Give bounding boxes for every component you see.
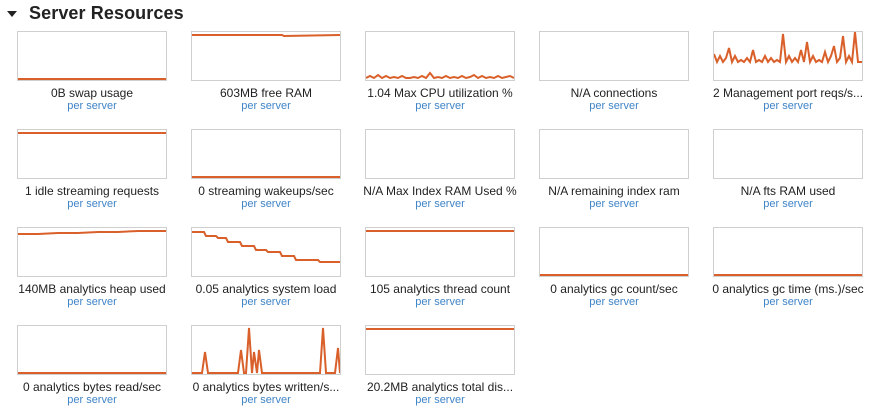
sparkline-analytics-bytes-read[interactable]: [17, 325, 167, 375]
sparkline-fts-ram[interactable]: [713, 129, 863, 179]
sparkline-free-ram[interactable]: [191, 31, 341, 81]
sparkline-management-port[interactable]: [713, 31, 863, 81]
per-server-link[interactable]: per server: [241, 296, 291, 308]
sparkline-graph: [540, 274, 688, 276]
stat-label: 0 analytics gc time (ms.)/sec: [712, 282, 864, 296]
per-server-link[interactable]: per server: [763, 100, 813, 112]
stat-label: N/A remaining index ram: [548, 184, 680, 198]
stat-label: 0 analytics bytes read/sec: [22, 380, 162, 394]
sparkline-analytics-heap[interactable]: [17, 227, 167, 277]
stat-analytics-bytes-read: 0 analytics bytes read/sec per server: [17, 325, 167, 415]
per-server-link[interactable]: per server: [589, 198, 639, 210]
sparkline-connections[interactable]: [539, 31, 689, 81]
sparkline-graph: [714, 274, 862, 276]
per-server-link[interactable]: per server: [241, 394, 291, 406]
stat-max-cpu: 1.04 Max CPU utilization % per server: [365, 31, 515, 121]
sparkline-max-cpu[interactable]: [365, 31, 515, 81]
sparkline-graph: [366, 230, 514, 232]
stat-label: 0 analytics bytes written/s...: [192, 380, 340, 394]
per-server-link[interactable]: per server: [415, 100, 465, 112]
per-server-link[interactable]: per server: [415, 198, 465, 210]
per-server-link[interactable]: per server: [67, 100, 117, 112]
per-server-link[interactable]: per server: [415, 296, 465, 308]
stat-label: 0.05 analytics system load: [195, 282, 337, 296]
section-title: Server Resources: [29, 2, 184, 23]
stat-label: 603MB free RAM: [219, 86, 313, 100]
stat-analytics-gc-count: 0 analytics gc count/sec per server: [539, 227, 689, 317]
stat-streaming-wakeups: 0 streaming wakeups/sec per server: [191, 129, 341, 219]
per-server-link[interactable]: per server: [589, 100, 639, 112]
sparkline-analytics-total-disk[interactable]: [365, 325, 515, 375]
sparkline-analytics-bytes-written[interactable]: [191, 325, 341, 375]
stat-free-ram: 603MB free RAM per server: [191, 31, 341, 121]
stat-remaining-index-ram: N/A remaining index ram per server: [539, 129, 689, 219]
per-server-link[interactable]: per server: [589, 296, 639, 308]
sparkline-analytics-system-load[interactable]: [191, 227, 341, 277]
sparkline-graph: [192, 176, 340, 178]
sparkline-analytics-gc-time[interactable]: [713, 227, 863, 277]
sparkline-graph: [18, 78, 166, 80]
stat-analytics-thread-count: 105 analytics thread count per server: [365, 227, 515, 317]
stat-label: 0B swap usage: [50, 86, 134, 100]
stat-label: 1 idle streaming requests: [24, 184, 160, 198]
per-server-link[interactable]: per server: [763, 198, 813, 210]
stat-label: 0 streaming wakeups/sec: [198, 184, 334, 198]
per-server-link[interactable]: per server: [67, 198, 117, 210]
sparkline-max-index-ram[interactable]: [365, 129, 515, 179]
stat-analytics-heap: 140MB analytics heap used per server: [17, 227, 167, 317]
stat-label: 140MB analytics heap used: [18, 282, 166, 296]
sparkline-graph: [18, 230, 166, 235]
sparkline-graph: [366, 328, 514, 330]
sparkline-graph: [714, 32, 862, 66]
per-server-link[interactable]: per server: [67, 296, 117, 308]
stat-idle-streaming: 1 idle streaming requests per server: [17, 129, 167, 219]
sparkline-swap-usage[interactable]: [17, 31, 167, 81]
per-server-link[interactable]: per server: [241, 100, 291, 112]
stat-label: N/A connections: [570, 86, 658, 100]
stat-max-index-ram: N/A Max Index RAM Used % per server: [363, 129, 517, 219]
stat-swap-usage: 0B swap usage per server: [17, 31, 167, 121]
stat-management-port: 2 Management port reqs/s... per server: [713, 31, 863, 121]
per-server-link[interactable]: per server: [67, 394, 117, 406]
stat-label: 20.2MB analytics total dis...: [366, 380, 514, 394]
stat-connections: N/A connections per server: [539, 31, 689, 121]
sparkline-graph: [18, 132, 166, 134]
sparkline-graph: [18, 372, 166, 374]
section-header-server-resources[interactable]: Server Resources: [0, 0, 184, 26]
sparkline-analytics-thread-count[interactable]: [365, 227, 515, 277]
stat-label: 0 analytics gc count/sec: [550, 282, 678, 296]
per-server-link[interactable]: per server: [763, 296, 813, 308]
stat-label: N/A fts RAM used: [740, 184, 836, 198]
stat-label: 1.04 Max CPU utilization %: [367, 86, 513, 100]
stat-label: N/A Max Index RAM Used %: [363, 184, 517, 198]
stat-analytics-gc-time: 0 analytics gc time (ms.)/sec per server: [712, 227, 864, 317]
sparkline-streaming-wakeups[interactable]: [191, 129, 341, 179]
per-server-link[interactable]: per server: [415, 394, 465, 406]
sparkline-graph: [192, 34, 340, 38]
per-server-link[interactable]: per server: [241, 198, 291, 210]
stat-label: 2 Management port reqs/s...: [712, 86, 864, 100]
sparkline-graph: [192, 327, 340, 374]
stat-analytics-bytes-written: 0 analytics bytes written/s... per serve…: [191, 325, 341, 415]
stat-analytics-total-disk: 20.2MB analytics total dis... per server: [365, 325, 515, 415]
caret-down-icon[interactable]: [7, 10, 17, 17]
stat-label: 105 analytics thread count: [369, 282, 511, 296]
stat-analytics-system-load: 0.05 analytics system load per server: [191, 227, 341, 317]
sparkline-idle-streaming[interactable]: [17, 129, 167, 179]
sparkline-remaining-index-ram[interactable]: [539, 129, 689, 179]
sparkline-analytics-gc-count[interactable]: [539, 227, 689, 277]
sparkline-graph: [366, 71, 514, 80]
sparkline-graph: [192, 231, 340, 263]
stat-fts-ram: N/A fts RAM used per server: [713, 129, 863, 219]
